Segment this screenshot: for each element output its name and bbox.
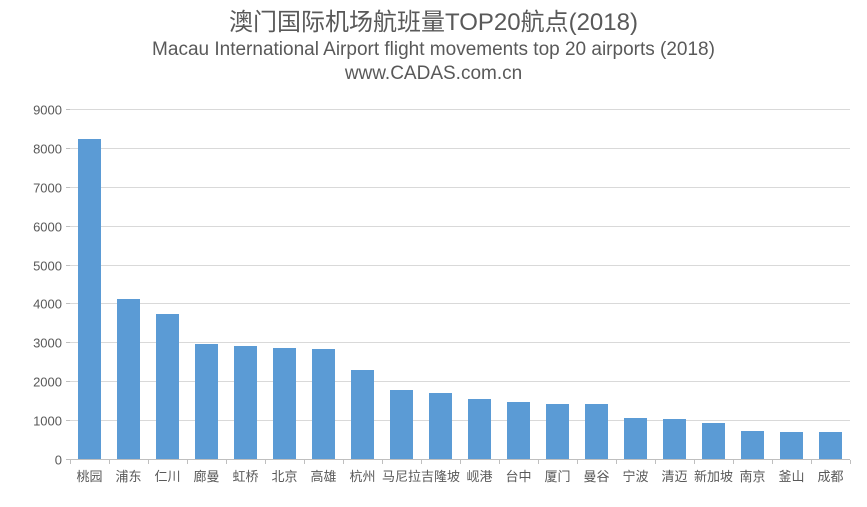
x-tick-mark — [694, 460, 695, 464]
bar-slot: 马尼拉 — [382, 110, 421, 460]
bar-slot: 新加坡 — [694, 110, 733, 460]
bar — [78, 139, 101, 460]
bar — [156, 314, 179, 460]
bar-slot: 杭州 — [343, 110, 382, 460]
bar-slot: 成都 — [811, 110, 850, 460]
bars-group: 桃园浦东仁川廊曼虹桥北京高雄杭州马尼拉吉隆坡岘港台中厦门曼谷宁波清迈新加坡南京釜… — [70, 110, 850, 460]
bar — [312, 349, 335, 460]
bar-slot: 吉隆坡 — [421, 110, 460, 460]
y-tick-label: 2000 — [33, 375, 70, 390]
chart-title-source: www.CADAS.com.cn — [0, 62, 867, 86]
x-tick-mark — [538, 460, 539, 464]
y-tick-label: 9000 — [33, 103, 70, 118]
x-tick-mark — [460, 460, 461, 464]
bar — [351, 370, 374, 460]
bar-slot: 虹桥 — [226, 110, 265, 460]
y-tick-label: 4000 — [33, 297, 70, 312]
bar — [546, 404, 569, 460]
bar-slot: 曼谷 — [577, 110, 616, 460]
x-tick-mark — [772, 460, 773, 464]
x-tick-mark — [70, 460, 71, 464]
x-tick-mark — [577, 460, 578, 464]
y-tick-label: 5000 — [33, 258, 70, 273]
y-tick-label: 1000 — [33, 414, 70, 429]
bar — [624, 418, 647, 460]
bar — [273, 348, 296, 460]
x-tick-mark — [382, 460, 383, 464]
bar-slot: 仁川 — [148, 110, 187, 460]
bar-slot: 清迈 — [655, 110, 694, 460]
y-tick-label: 0 — [55, 453, 70, 468]
bar — [390, 390, 413, 460]
bar — [468, 399, 491, 460]
bar-slot: 北京 — [265, 110, 304, 460]
bar-slot: 廊曼 — [187, 110, 226, 460]
bar-slot: 南京 — [733, 110, 772, 460]
y-tick-label: 8000 — [33, 141, 70, 156]
chart-title-block: 澳门国际机场航班量TOP20航点(2018) Macau Internation… — [0, 8, 867, 86]
chart-container: 澳门国际机场航班量TOP20航点(2018) Macau Internation… — [0, 0, 867, 507]
chart-title-main: 澳门国际机场航班量TOP20航点(2018) — [0, 8, 867, 38]
x-tick-mark — [616, 460, 617, 464]
bar-slot: 台中 — [499, 110, 538, 460]
x-tick-mark — [265, 460, 266, 464]
bar — [117, 299, 140, 460]
bar — [702, 423, 725, 460]
bar — [585, 404, 608, 460]
x-tick-mark — [109, 460, 110, 464]
y-tick-label: 6000 — [33, 219, 70, 234]
bar-slot: 桃园 — [70, 110, 109, 460]
bar — [780, 432, 803, 460]
bar-slot: 厦门 — [538, 110, 577, 460]
x-tick-mark — [421, 460, 422, 464]
x-tick-mark — [148, 460, 149, 464]
x-tick-mark — [499, 460, 500, 464]
bar-slot: 宁波 — [616, 110, 655, 460]
bar-slot: 岘港 — [460, 110, 499, 460]
bar — [195, 344, 218, 460]
bar — [234, 346, 257, 460]
bar — [429, 393, 452, 460]
x-tick-mark — [811, 460, 812, 464]
x-ticks-row — [70, 460, 850, 466]
x-tick-mark — [343, 460, 344, 464]
bar — [507, 402, 530, 460]
x-tick-mark — [226, 460, 227, 464]
bar — [741, 431, 764, 460]
bar-slot: 高雄 — [304, 110, 343, 460]
bar-slot: 釜山 — [772, 110, 811, 460]
bar-slot: 浦东 — [109, 110, 148, 460]
x-tick-mark — [304, 460, 305, 464]
y-tick-label: 7000 — [33, 180, 70, 195]
y-tick-label: 3000 — [33, 336, 70, 351]
plot-area: 桃园浦东仁川廊曼虹桥北京高雄杭州马尼拉吉隆坡岘港台中厦门曼谷宁波清迈新加坡南京釜… — [70, 110, 850, 460]
x-tick-mark — [850, 460, 851, 464]
x-tick-mark — [733, 460, 734, 464]
x-tick-mark — [187, 460, 188, 464]
chart-title-sub: Macau International Airport flight movem… — [0, 38, 867, 62]
bar — [663, 419, 686, 460]
x-tick-mark — [655, 460, 656, 464]
bar — [819, 432, 842, 460]
